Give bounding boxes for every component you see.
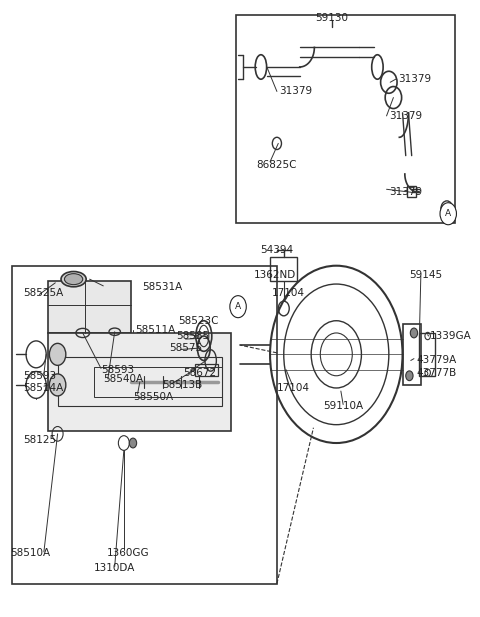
Bar xyxy=(270,257,298,281)
Text: 58672: 58672 xyxy=(183,368,216,378)
Text: A: A xyxy=(445,209,451,218)
Text: 17104: 17104 xyxy=(272,288,305,298)
Text: 58540A: 58540A xyxy=(103,374,144,384)
Text: 58575: 58575 xyxy=(169,343,203,354)
Text: 59110A: 59110A xyxy=(323,401,363,412)
Text: 58513B: 58513B xyxy=(163,380,203,390)
Text: 58525A: 58525A xyxy=(24,288,63,298)
Text: 58510A: 58510A xyxy=(10,548,50,558)
Circle shape xyxy=(49,343,66,365)
Text: 58125: 58125 xyxy=(24,435,57,445)
Text: 58511A: 58511A xyxy=(135,325,176,335)
Text: 58514A: 58514A xyxy=(24,383,63,393)
Circle shape xyxy=(230,296,246,318)
Text: 43779A: 43779A xyxy=(416,355,456,365)
Bar xyxy=(94,366,222,397)
Text: 1310DA: 1310DA xyxy=(94,563,135,573)
Ellipse shape xyxy=(64,274,83,284)
Circle shape xyxy=(49,374,66,396)
Text: 86825C: 86825C xyxy=(256,160,297,170)
Text: 1362ND: 1362ND xyxy=(253,270,296,280)
Circle shape xyxy=(406,371,413,381)
Bar xyxy=(236,15,455,223)
Text: 31379: 31379 xyxy=(389,111,422,121)
Text: 58593: 58593 xyxy=(24,371,57,381)
Bar xyxy=(407,186,416,197)
Text: 43777B: 43777B xyxy=(416,368,456,378)
Bar xyxy=(12,266,277,584)
Circle shape xyxy=(129,438,137,448)
Bar xyxy=(195,363,217,376)
Ellipse shape xyxy=(61,271,86,287)
Text: 31379: 31379 xyxy=(398,74,431,84)
Bar xyxy=(419,333,434,376)
Text: A: A xyxy=(235,302,241,311)
Text: 1360GG: 1360GG xyxy=(107,548,150,558)
Circle shape xyxy=(440,203,456,225)
Text: 31379: 31379 xyxy=(279,86,312,96)
Bar xyxy=(58,357,222,407)
Text: 54394: 54394 xyxy=(260,246,293,255)
Text: 58593: 58593 xyxy=(101,365,134,375)
Bar xyxy=(48,333,231,431)
Text: 31379: 31379 xyxy=(389,188,422,197)
Text: 58531A: 58531A xyxy=(142,282,182,292)
Text: 58523C: 58523C xyxy=(179,316,219,326)
Text: 1339GA: 1339GA xyxy=(430,331,472,341)
Bar xyxy=(48,281,131,333)
Text: 58585: 58585 xyxy=(176,331,209,341)
Bar xyxy=(403,324,421,385)
Circle shape xyxy=(410,328,418,338)
Text: 17104: 17104 xyxy=(276,383,310,393)
Text: 59130: 59130 xyxy=(315,13,348,23)
Text: 58550A: 58550A xyxy=(133,392,173,402)
Text: 59145: 59145 xyxy=(409,270,442,280)
